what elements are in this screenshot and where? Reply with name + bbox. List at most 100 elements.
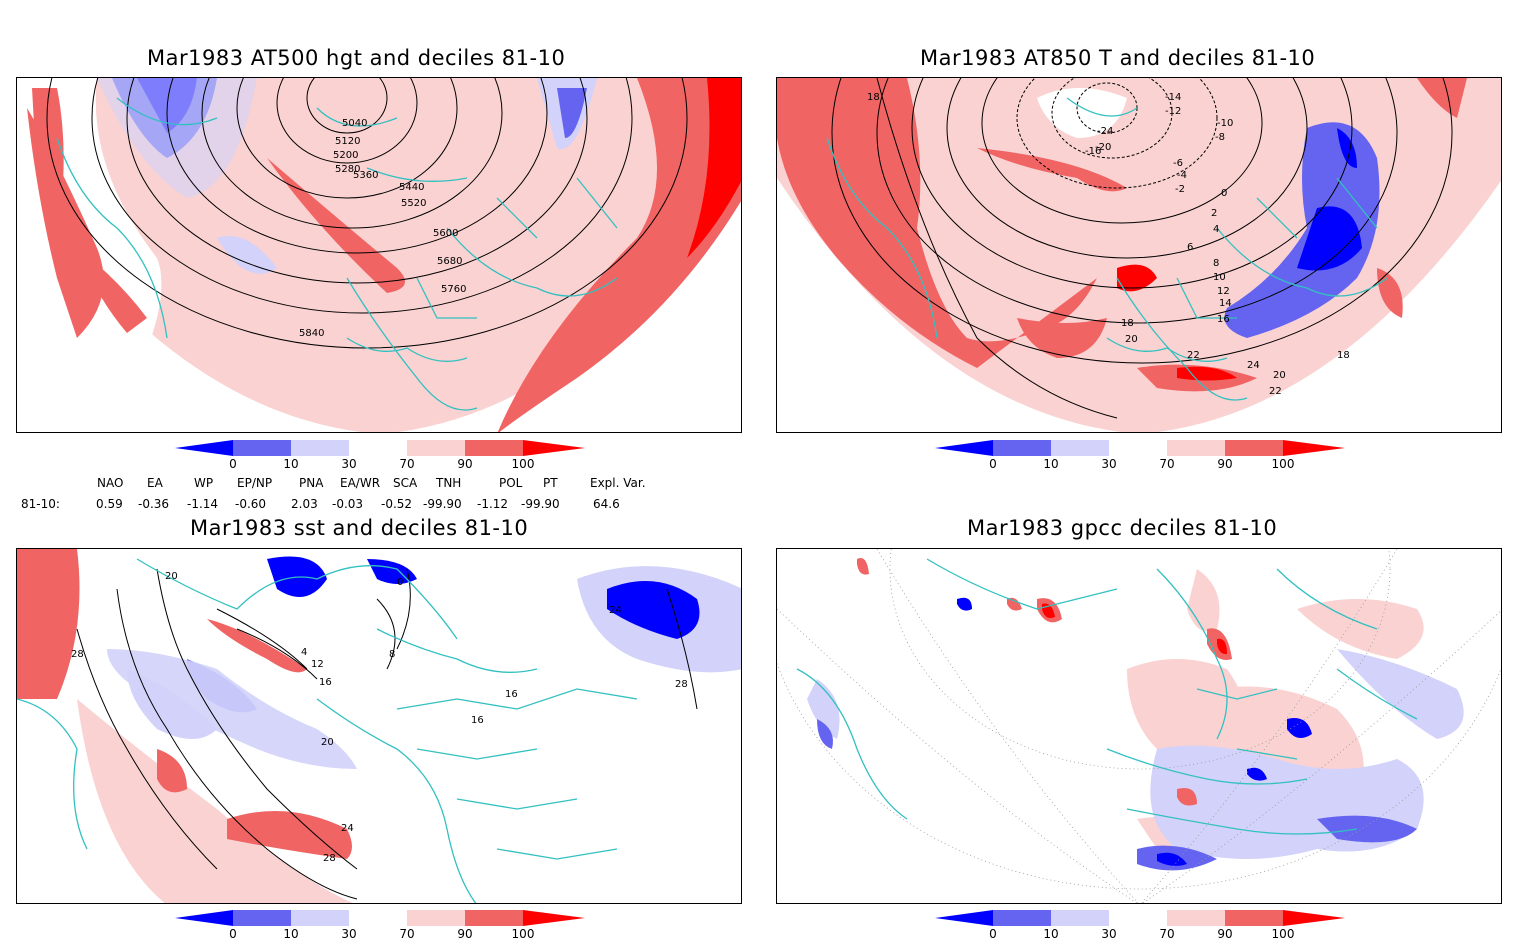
colorbar-tick: 0 bbox=[989, 927, 997, 941]
contour-label: 24 bbox=[341, 823, 354, 834]
contour-label: 5760 bbox=[441, 284, 466, 295]
index-value: -0.36 bbox=[138, 497, 170, 511]
contour-label: -4 bbox=[1177, 170, 1187, 181]
contour-label: 20 bbox=[321, 737, 334, 748]
index-header: POL bbox=[499, 476, 523, 490]
contour-label: 22 bbox=[1269, 386, 1282, 397]
panel1-title: Mar1983 AT500 hgt and deciles 81-10 bbox=[147, 46, 566, 70]
colorbar-tick: 100 bbox=[1271, 927, 1295, 941]
contour-label: 18 bbox=[867, 92, 880, 103]
index-value: -99.90 bbox=[521, 497, 560, 511]
contour-label: -6 bbox=[1173, 158, 1183, 169]
contour-label: 5520 bbox=[401, 198, 426, 209]
index-header: NAO bbox=[97, 476, 124, 490]
index-value: 2.03 bbox=[291, 497, 318, 511]
colorbar-tick: 0 bbox=[989, 457, 997, 471]
contour-label: 18 bbox=[1337, 350, 1350, 361]
colorbar-tick: 10 bbox=[283, 927, 299, 941]
colorbar-tick: 30 bbox=[341, 457, 357, 471]
panel2-title: Mar1983 AT850 T and deciles 81-10 bbox=[920, 46, 1316, 70]
index-header: EP/NP bbox=[237, 476, 273, 490]
colorbar-tick: 70 bbox=[1159, 927, 1175, 941]
colorbar-tick: 0 bbox=[229, 927, 237, 941]
contour-label: 5600 bbox=[433, 228, 458, 239]
contour-label: 16 bbox=[505, 689, 518, 700]
index-header: EA/WR bbox=[340, 476, 381, 490]
index-header: Expl. Var. bbox=[590, 476, 646, 490]
panel2-map: 18 -14 -12 -10 -8 -24 -20 -16 -6 -4 -2 0 2 4 6 8 10 12 14 1… bbox=[776, 77, 1502, 433]
index-value: -0.03 bbox=[332, 497, 364, 511]
contour-label: 8 bbox=[389, 649, 395, 660]
contour-label: 14 bbox=[1219, 298, 1232, 309]
index-value: -0.52 bbox=[381, 497, 413, 511]
contour-label: 5040 bbox=[342, 118, 367, 129]
colorbar-tick: 90 bbox=[457, 457, 473, 471]
contour-label: 20 bbox=[1273, 370, 1286, 381]
colorbar-tick: 100 bbox=[1271, 457, 1295, 471]
index-value: 0.59 bbox=[96, 497, 123, 511]
contour-label: 16 bbox=[471, 715, 484, 726]
contour-label: 5440 bbox=[399, 182, 424, 193]
contour-label: 8 bbox=[1213, 258, 1219, 269]
panel2-colorbar: 0 10 30 70 90 100 bbox=[935, 440, 1345, 476]
contour-label: 0 bbox=[1221, 188, 1227, 199]
contour-label: -12 bbox=[1165, 106, 1181, 117]
index-header: WP bbox=[194, 476, 214, 490]
contour-label: 20 bbox=[1125, 334, 1138, 345]
colorbar-tick: 10 bbox=[283, 457, 299, 471]
index-header: PNA bbox=[299, 476, 324, 490]
colorbar-tick: 10 bbox=[1043, 927, 1059, 941]
colorbar-tick: 90 bbox=[1217, 457, 1233, 471]
panel4-colorbar: 0 10 30 70 90 100 bbox=[935, 910, 1345, 946]
contour-label: 20 bbox=[165, 571, 178, 582]
contour-label: 16 bbox=[1217, 314, 1230, 325]
contour-label: 4 bbox=[301, 647, 307, 658]
contour-label: 4 bbox=[1213, 224, 1219, 235]
colorbar-tick: 30 bbox=[1101, 927, 1117, 941]
contour-label: 0 bbox=[397, 577, 403, 588]
index-value: -99.90 bbox=[423, 497, 462, 511]
colorbar-tick: 70 bbox=[1159, 457, 1175, 471]
colorbar-tick: 90 bbox=[457, 927, 473, 941]
contour-label: 5120 bbox=[335, 136, 360, 147]
panel3-colorbar: 0 10 30 70 90 100 bbox=[175, 910, 585, 946]
contour-label: -14 bbox=[1165, 92, 1181, 103]
contour-label: 2 bbox=[1211, 208, 1217, 219]
contour-label: 5280 bbox=[335, 164, 360, 175]
contour-label: 28 bbox=[323, 853, 336, 864]
index-value: -1.14 bbox=[187, 497, 219, 511]
colorbar-tick: 70 bbox=[399, 457, 415, 471]
contour-label: 5840 bbox=[299, 328, 324, 339]
contour-label: -20 bbox=[1095, 142, 1111, 153]
contour-label: -16 bbox=[1085, 146, 1101, 157]
contour-label: -24 bbox=[1097, 126, 1113, 137]
contour-label: 5200 bbox=[333, 150, 358, 161]
panel3-title: Mar1983 sst and deciles 81-10 bbox=[190, 516, 529, 540]
panel4-map bbox=[776, 548, 1502, 904]
colorbar-tick: 100 bbox=[511, 457, 535, 471]
index-row-label: 81-10: bbox=[21, 497, 60, 511]
contour-label: 18 bbox=[1121, 318, 1134, 329]
contour-label: 5360 bbox=[353, 170, 378, 181]
contour-label: 24 bbox=[609, 605, 622, 616]
contour-label: 22 bbox=[1187, 350, 1200, 361]
index-value: -0.60 bbox=[235, 497, 267, 511]
index-header: EA bbox=[147, 476, 163, 490]
colorbar-tick: 10 bbox=[1043, 457, 1059, 471]
colorbar-tick: 30 bbox=[341, 927, 357, 941]
contour-label: 6 bbox=[1187, 242, 1193, 253]
contour-label: 16 bbox=[319, 677, 332, 688]
colorbar-tick: 30 bbox=[1101, 457, 1117, 471]
contour-label: -10 bbox=[1217, 118, 1233, 129]
panel1-map: 5040 5120 5200 5280 5360 5440 5520 5600 5680 5760… bbox=[16, 77, 742, 433]
contour-label: 10 bbox=[1213, 272, 1226, 283]
contour-label: 24 bbox=[1247, 360, 1260, 371]
index-header: SCA bbox=[393, 476, 418, 490]
panel3-map: 20 28 0 4 8 12 16 20 24 28 24 28 16 16 bbox=[16, 548, 742, 904]
contour-label: 12 bbox=[1217, 286, 1230, 297]
contour-label: 12 bbox=[311, 659, 324, 670]
contour-label: 28 bbox=[71, 649, 84, 660]
contour-label: -2 bbox=[1175, 184, 1185, 195]
panel1-colorbar: 0 10 30 70 90 100 bbox=[175, 440, 585, 476]
colorbar-tick: 90 bbox=[1217, 927, 1233, 941]
